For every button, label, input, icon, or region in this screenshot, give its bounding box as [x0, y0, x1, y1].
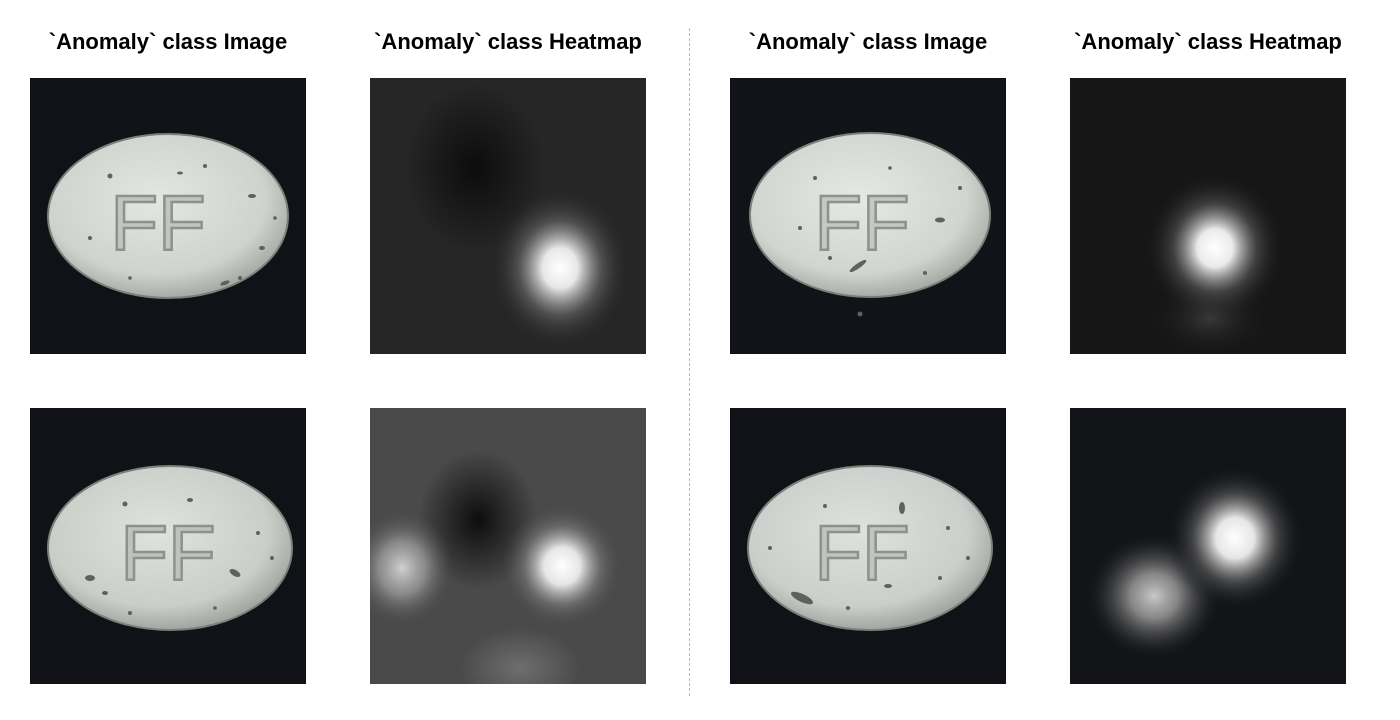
right-heatmap-column-title: `Anomaly` class Heatmap [1074, 29, 1342, 54]
center-dashed-divider [689, 28, 690, 696]
heatmap-top-right [1070, 78, 1346, 354]
pill-image-bottom-right: FF [730, 408, 1006, 684]
pill-image-bottom-left: FF [30, 408, 306, 684]
pill-image-top-left: FF [30, 78, 306, 354]
heatmap-bottom-right [1070, 408, 1346, 684]
pill-marking: FF [814, 509, 909, 597]
heatmap-bottom-left [370, 408, 646, 684]
pill-marking: FF [814, 179, 909, 267]
pill-image-top-right: FF [730, 78, 1006, 354]
pill-marking: FF [120, 509, 215, 597]
pill-marking: FF [110, 179, 205, 267]
heatmap-top-left [370, 78, 646, 354]
right-image-column-title: `Anomaly` class Image [748, 29, 988, 54]
left-image-column-title: `Anomaly` class Image [48, 29, 288, 54]
left-heatmap-column-title: `Anomaly` class Heatmap [374, 29, 642, 54]
